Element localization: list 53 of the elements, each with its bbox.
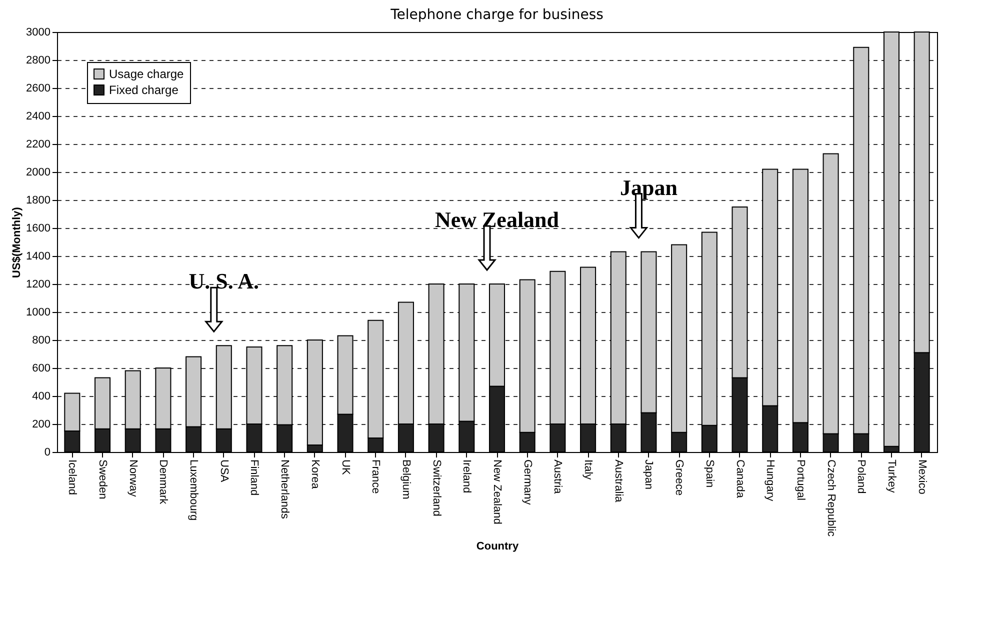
x-tick-label: UK <box>339 460 352 476</box>
x-tick-label: USA <box>218 460 230 483</box>
x-tick-label: Switzerland <box>430 460 442 516</box>
x-tick-label: France <box>370 460 382 494</box>
x-tick-label: Luxembourg <box>188 460 200 521</box>
x-tick-label: Hungary <box>764 460 776 502</box>
x-tick-label: Sweden <box>96 460 109 500</box>
x-tick-label: Finland <box>248 460 260 496</box>
y-tick-label: 2600 <box>26 82 50 94</box>
y-tick-label: 1200 <box>26 278 50 290</box>
x-tick-label: Belgium <box>400 460 412 500</box>
x-tick-label: Germany <box>521 460 534 506</box>
legend-label: Fixed charge <box>109 83 179 97</box>
x-tick-label: Poland <box>855 460 868 494</box>
y-tick-label: 200 <box>32 418 50 430</box>
y-tick-label: 2200 <box>26 138 50 150</box>
x-tick-label: Greece <box>673 460 686 496</box>
y-tick-label: 400 <box>32 390 50 402</box>
y-tick-label: 0 <box>44 446 50 458</box>
chart-title: Telephone charge for business <box>390 7 604 23</box>
x-tick-label: Norway <box>126 460 139 498</box>
annotation: Japan <box>620 174 678 200</box>
x-tick-label: Italy <box>582 460 594 480</box>
y-tick-label: 800 <box>32 334 50 346</box>
x-tick-label: Portugal <box>794 460 806 500</box>
x-tick-label: Ireland <box>460 460 473 494</box>
x-tick-label: Iceland <box>66 460 78 495</box>
x-tick-label: Denmark <box>157 460 170 505</box>
x-tick-label: Mexico <box>916 460 928 494</box>
x-tick-label: Canada <box>734 460 746 499</box>
x-tick-label: Spain <box>703 460 716 488</box>
x-tick-label: Austria <box>552 460 564 495</box>
x-tick-label: Netherlands <box>278 460 291 520</box>
y-axis-title: US$(Monthly) <box>11 206 24 278</box>
annotation: New Zealand <box>434 207 560 232</box>
y-tick-label: 2800 <box>26 54 50 66</box>
annotation: U. S. A. <box>188 268 260 294</box>
y-tick-label: 1600 <box>26 222 50 234</box>
x-tick-label: Australia <box>612 460 624 504</box>
x-tick-label: New Zealand <box>491 460 503 524</box>
y-tick-label: 3000 <box>26 26 50 38</box>
y-tick-label: 1000 <box>26 306 50 318</box>
y-tick-label: 1400 <box>26 250 50 262</box>
x-tick-label: Japan <box>642 460 655 490</box>
x-tick-label: Turkey <box>885 460 898 494</box>
legend-label: Usage charge <box>109 67 184 81</box>
x-tick-label: Korea <box>308 460 321 490</box>
x-tick-label: Czech Republic <box>824 460 837 538</box>
y-tick-label: 1800 <box>26 194 50 206</box>
y-tick-label: 2000 <box>26 166 50 178</box>
y-tick-label: 2400 <box>26 110 50 122</box>
y-tick-label: 600 <box>32 362 50 374</box>
x-axis-title: Country <box>476 540 520 553</box>
